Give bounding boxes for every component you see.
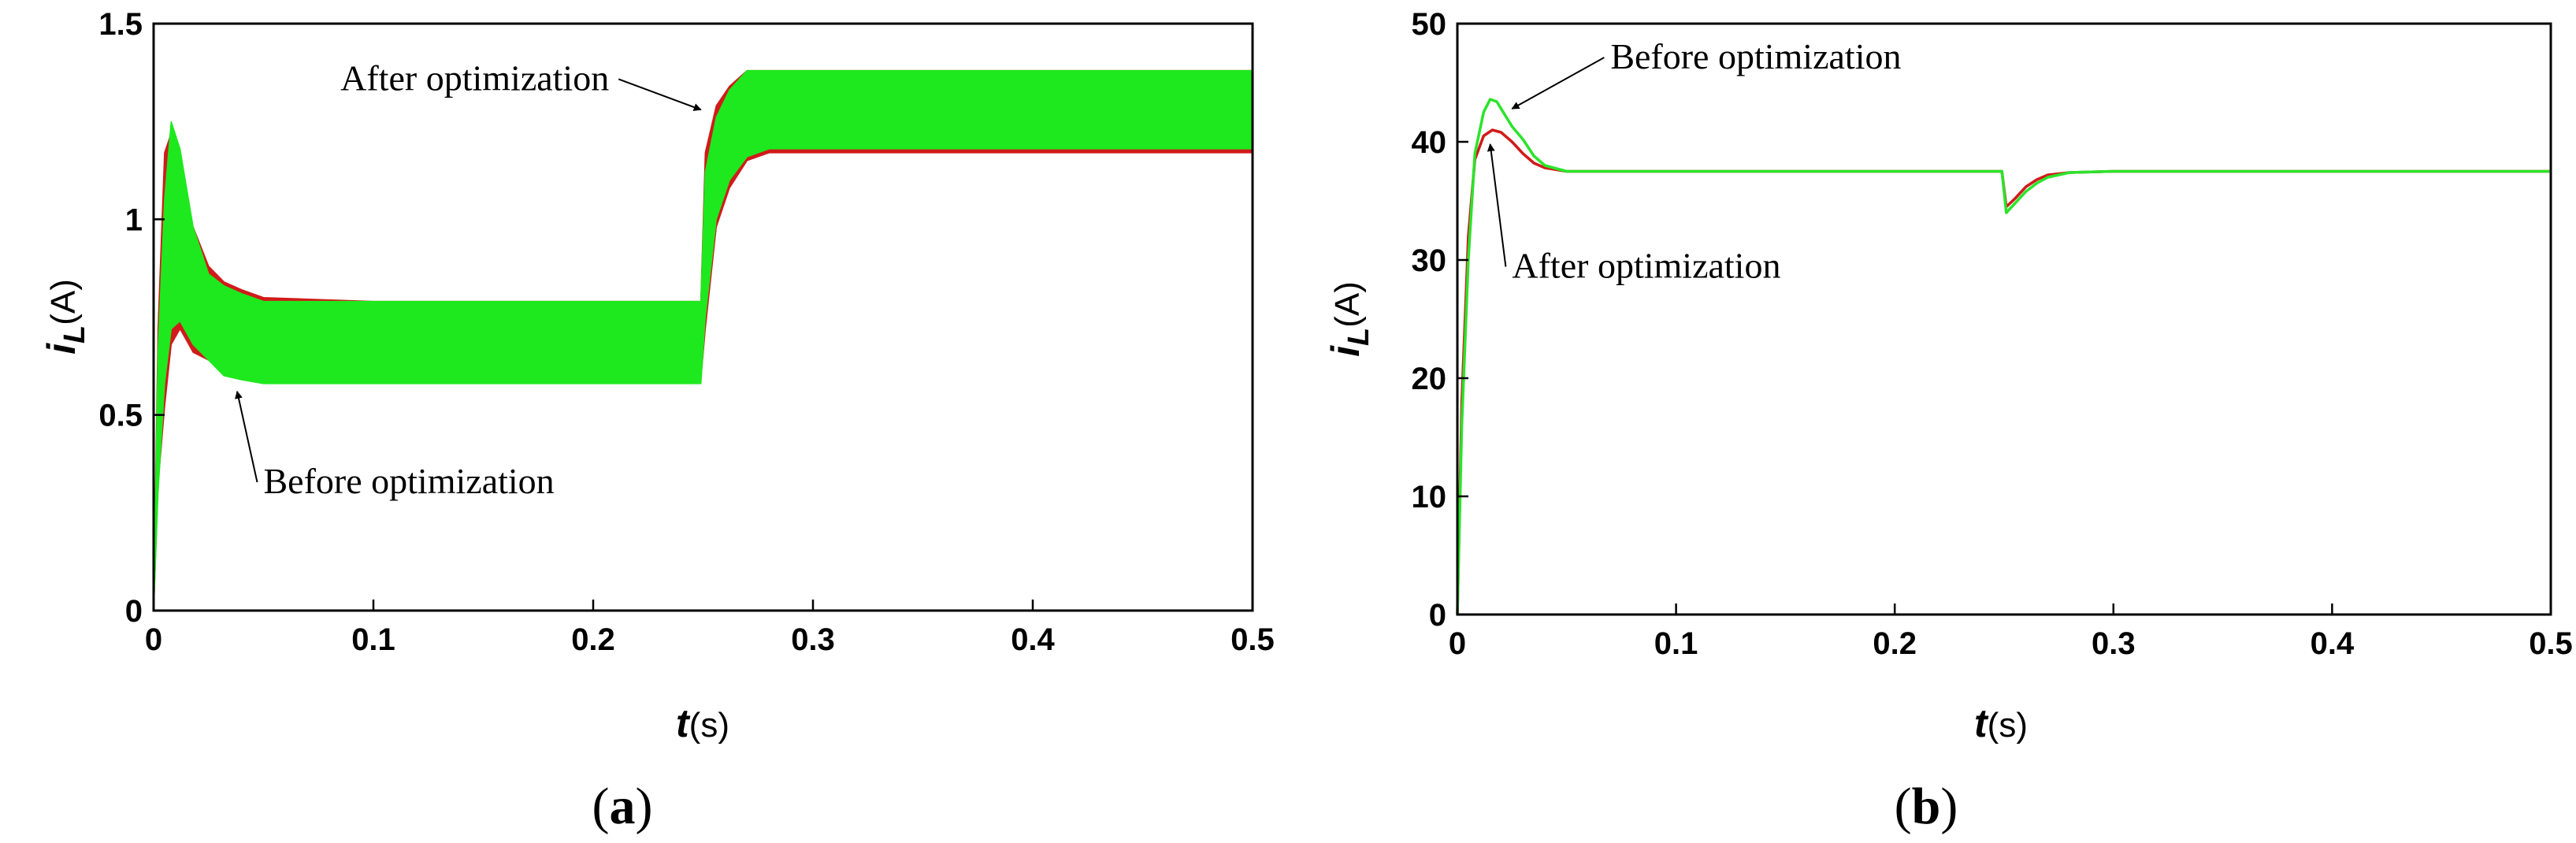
annotation-arrow-b-0 [1511, 57, 1605, 110]
annotation-arrow-b-1 [1487, 143, 1507, 267]
x-tick-label-b-5: 0.5 [2529, 626, 2573, 661]
plot-area-a: 0 0.1 0.2 0.3 0.4 0.5 0 0.5 1 1.5 After optimizati… [98, 7, 1274, 657]
y-tick-label-b-5: 50 [1412, 7, 1447, 42]
x-tick-label-b-2: 0.2 [1873, 626, 1917, 661]
y-axis-label-a: iL(A) [39, 279, 91, 355]
x-tick-label-b-3: 0.3 [2092, 626, 2136, 661]
axes-frame-a [152, 22, 1254, 612]
plot-area-b: 0 0.1 0.2 0.3 0.4 0.5 0 10 20 30 40 50 Before optimi… [1412, 7, 2573, 661]
x-axis-label-b: t(s) [1974, 701, 2028, 745]
annotation-b-0: Before optimization [1610, 36, 1901, 76]
x-tick-label-b-4: 0.4 [2311, 626, 2355, 661]
x-axis-label-a: t(s) [676, 701, 729, 745]
y-tick-label-b-0: 0 [1429, 598, 1446, 633]
y-tick-label-b-4: 40 [1412, 125, 1447, 160]
x-tick-label-a-3: 0.3 [791, 622, 835, 657]
x-tick-label-a-4: 0.4 [1011, 622, 1055, 657]
y-tick-label-a-2: 1 [125, 202, 143, 237]
y-tick-label-b-1: 10 [1412, 480, 1447, 514]
x-tick-label-b-0: 0 [1449, 626, 1466, 661]
annotation-a-1: Before optimization [264, 461, 555, 501]
x-tick-label-a-0: 0 [145, 622, 162, 657]
y-tick-label-b-2: 20 [1412, 362, 1447, 396]
x-tick-label-b-1: 0.1 [1654, 626, 1698, 661]
x-tick-label-a-2: 0.2 [571, 622, 615, 657]
series-line-b-1 [1456, 98, 2551, 615]
y-tick-label-a-3: 1.5 [98, 7, 143, 42]
y-tick-label-a-0: 0 [125, 594, 143, 629]
caption-a: (a) [592, 778, 653, 835]
annotation-b-1: After optimization [1512, 246, 1780, 286]
y-axis-label-b: iL(A) [1323, 281, 1375, 357]
x-tick-label-a-1: 0.1 [351, 622, 395, 657]
y-tick-label-a-1: 0.5 [98, 399, 143, 433]
caption-b: (b) [1895, 778, 1958, 835]
y-tick-label-b-3: 30 [1412, 243, 1447, 278]
x-tick-label-a-5: 0.5 [1230, 622, 1275, 657]
panel-b: 0 0.1 0.2 0.3 0.4 0.5 0 10 20 30 40 50 Before optimi… [1323, 7, 2573, 835]
axes-frame-b [1456, 22, 2552, 616]
annotation-arrow-a-0 [618, 78, 702, 111]
annotation-arrow-a-1 [235, 390, 258, 483]
annotation-a-0: After optimization [340, 58, 609, 98]
panel-a: 0 0.1 0.2 0.3 0.4 0.5 0 0.5 1 1.5 After optimizati… [39, 7, 1275, 835]
